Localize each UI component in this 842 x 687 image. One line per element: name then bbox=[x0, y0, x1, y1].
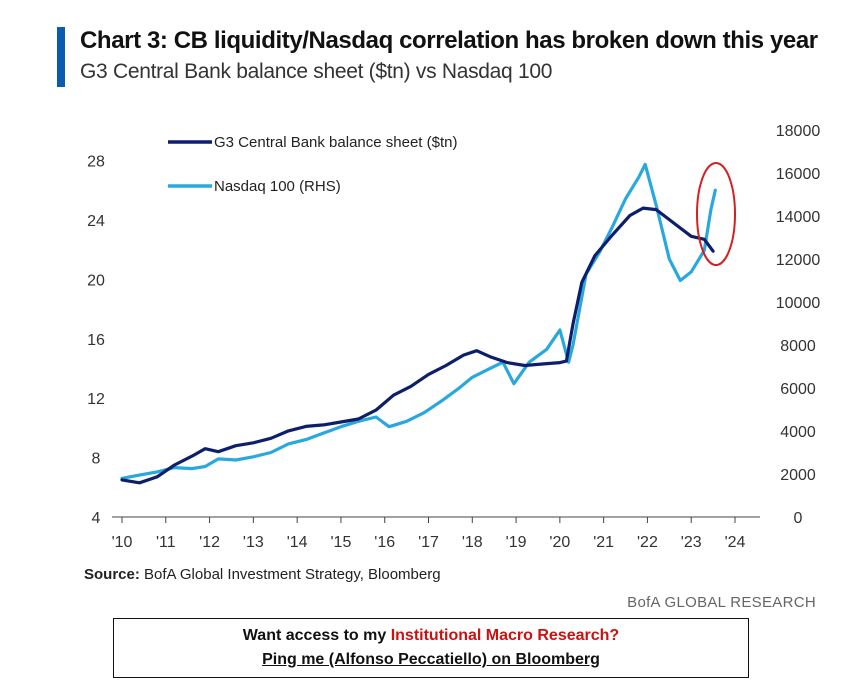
y-left-tick-label: 16 bbox=[87, 332, 105, 349]
x-tick-label: '15 bbox=[330, 534, 351, 551]
y-right-tick-label: 4000 bbox=[780, 424, 816, 441]
y-right-tick-label: 8000 bbox=[780, 338, 816, 355]
promo-box: Want access to my Institutional Macro Re… bbox=[113, 618, 749, 678]
x-tick-label: '18 bbox=[462, 534, 483, 551]
y-right-tick-label: 2000 bbox=[780, 467, 816, 484]
y-right-tick-label: 10000 bbox=[776, 295, 821, 312]
series-layer bbox=[120, 162, 717, 485]
x-tick-label: '14 bbox=[287, 534, 308, 551]
y-left-tick-label: 4 bbox=[92, 510, 101, 527]
y-right-tick-label: 14000 bbox=[776, 209, 821, 226]
x-tick-label: '20 bbox=[549, 534, 570, 551]
chart-subtitle: G3 Central Bank balance sheet ($tn) vs N… bbox=[80, 60, 553, 83]
x-axis: '10 '11 '12 '13 '14 '15 '16 '17 '18 '19 '20 '21 '22 '… bbox=[112, 516, 760, 551]
x-tick-label: '16 bbox=[374, 534, 395, 551]
x-tick-label: '22 bbox=[637, 534, 658, 551]
x-tick-label: '12 bbox=[199, 534, 220, 551]
legend: G3 Central Bank balance sheet ($tn) Nasd… bbox=[168, 134, 457, 195]
promo-highlight: Institutional Macro Research? bbox=[390, 627, 620, 644]
y-right-tick-label: 0 bbox=[794, 510, 803, 527]
series-line-nasdaq-100 bbox=[120, 162, 717, 480]
y-right-tick-label: 16000 bbox=[776, 166, 821, 183]
x-tick-label: '24 bbox=[725, 534, 746, 551]
x-tick-label: '11 bbox=[156, 534, 176, 551]
y-right-tick-label: 6000 bbox=[780, 381, 816, 398]
title-accent-bar bbox=[57, 27, 65, 87]
y-axis-right: 0 2000 4000 6000 8000 10000 12000 14000 16000 180… bbox=[776, 123, 821, 527]
y-left-tick-label: 24 bbox=[87, 213, 105, 230]
x-tick-label: '13 bbox=[243, 534, 264, 551]
brand-label: BofA GLOBAL RESEARCH bbox=[627, 594, 816, 611]
highlight-ellipse bbox=[696, 162, 736, 266]
x-tick-label: '19 bbox=[506, 534, 527, 551]
y-axis-left: 4 8 12 16 20 24 28 bbox=[87, 154, 105, 527]
x-tick-label: '17 bbox=[418, 534, 439, 551]
y-left-tick-label: 8 bbox=[92, 451, 101, 468]
promo-line-2: Ping me (Alfonso Peccatiello) on Bloombe… bbox=[262, 651, 600, 668]
source-text: BofA Global Investment Strategy, Bloombe… bbox=[144, 566, 441, 583]
x-tick-label: '23 bbox=[681, 534, 702, 551]
source-note: Source: BofA Global Investment Strategy,… bbox=[84, 566, 441, 583]
source-label: Source: bbox=[84, 566, 140, 583]
y-right-tick-label: 12000 bbox=[776, 252, 821, 269]
x-tick-label: '10 bbox=[112, 534, 133, 551]
promo-line-1: Want access to my Institutional Macro Re… bbox=[114, 627, 748, 645]
x-tick-label: '21 bbox=[593, 534, 614, 551]
promo-prefix: Want access to my bbox=[242, 627, 391, 644]
legend-label-nasdaq: Nasdaq 100 (RHS) bbox=[214, 178, 341, 195]
y-left-tick-label: 12 bbox=[87, 391, 105, 408]
line-chart: '10 '11 '12 '13 '14 '15 '16 '17 '18 '19 '20 '21 '22 '… bbox=[87, 123, 821, 551]
y-left-tick-label: 28 bbox=[87, 154, 105, 171]
y-left-tick-label: 20 bbox=[87, 272, 105, 289]
chart-title: Chart 3: CB liquidity/Nasdaq correlation… bbox=[80, 27, 818, 54]
legend-label-cb: G3 Central Bank balance sheet ($tn) bbox=[214, 134, 457, 151]
series-line-cb-balance-sheet bbox=[120, 206, 715, 485]
y-right-tick-label: 18000 bbox=[776, 123, 821, 140]
